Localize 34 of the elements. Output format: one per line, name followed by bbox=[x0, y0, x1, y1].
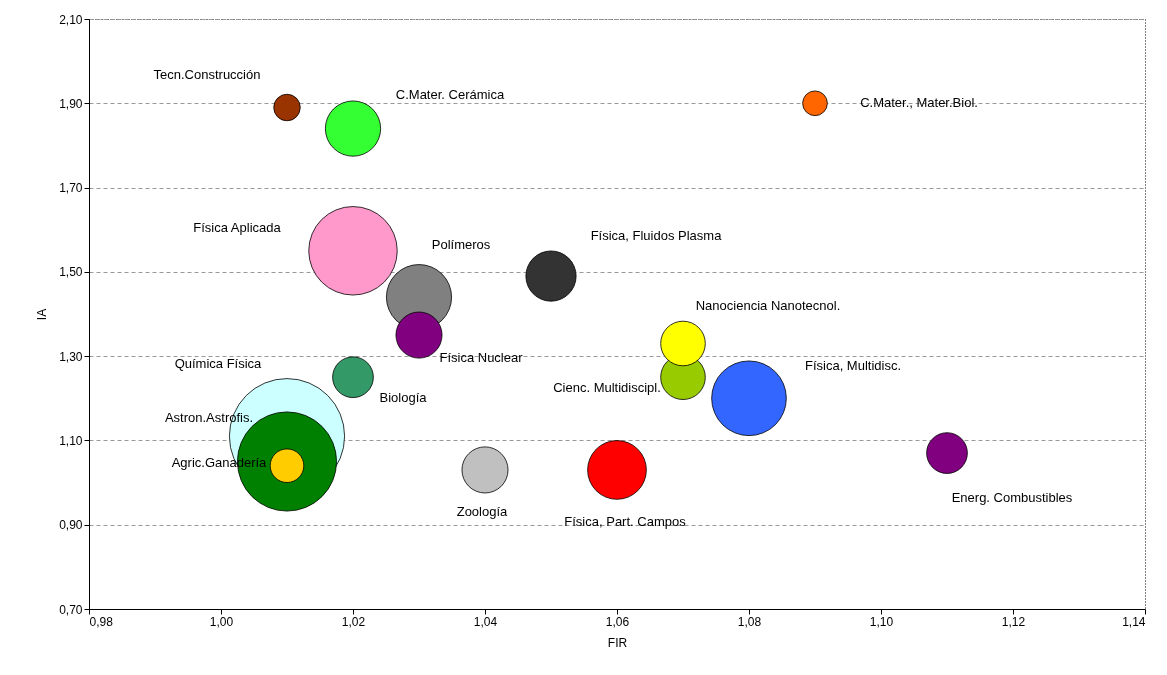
annotation: Energ. Combustibles bbox=[951, 490, 1073, 506]
y-tick-label: 2,10 bbox=[59, 12, 83, 27]
x-tick-label: 1,10 bbox=[869, 614, 894, 629]
annotation: Química Física bbox=[174, 356, 263, 372]
annotation: Biología bbox=[379, 390, 428, 406]
y-axis-title: IA bbox=[35, 308, 50, 321]
annotation: Física Nuclear bbox=[439, 350, 524, 366]
annotation: Física Aplicada bbox=[193, 219, 282, 235]
x-tick-label: 1,06 bbox=[605, 614, 630, 629]
annotation: Cienc. Multidiscipl. bbox=[553, 380, 661, 396]
annotation: Nanociencia Nanotecnol. bbox=[695, 297, 841, 313]
y-tick-label: 0,70 bbox=[59, 602, 83, 617]
annotation: Zoología bbox=[456, 503, 509, 519]
x-axis-title: FIR bbox=[607, 635, 628, 650]
y-tick-label: 1,30 bbox=[59, 349, 83, 364]
x-tick-label: 1,00 bbox=[209, 614, 234, 629]
x-tick-label: 1,02 bbox=[341, 614, 366, 629]
x-tick-label: 1,12 bbox=[1001, 614, 1026, 629]
x-tick-label: 1,08 bbox=[737, 614, 762, 629]
y-tick-label: 0,90 bbox=[59, 518, 83, 533]
annotation: C.Mater. Cerámica bbox=[395, 86, 505, 102]
annotation: Polímeros bbox=[431, 237, 491, 253]
annotation: Física, Fluidos Plasma bbox=[590, 228, 723, 244]
annotation: C.Mater., Mater.Biol. bbox=[860, 95, 978, 111]
x-tick-label: 1,04 bbox=[473, 614, 498, 629]
y-tick-label: 1,50 bbox=[59, 265, 83, 280]
y-tick-label: 1,10 bbox=[59, 433, 83, 448]
annotation: Física, Multidisc. bbox=[804, 358, 902, 374]
x-tick-label: 1,14 bbox=[1122, 614, 1146, 629]
y-tick-label: 1,90 bbox=[59, 96, 83, 111]
annotation: Tecn.Construcción bbox=[153, 66, 261, 82]
y-tick-label: 1,70 bbox=[59, 181, 83, 196]
x-tick-label: 0,98 bbox=[89, 614, 114, 629]
annotation: Física, Part. Campos bbox=[564, 513, 687, 529]
